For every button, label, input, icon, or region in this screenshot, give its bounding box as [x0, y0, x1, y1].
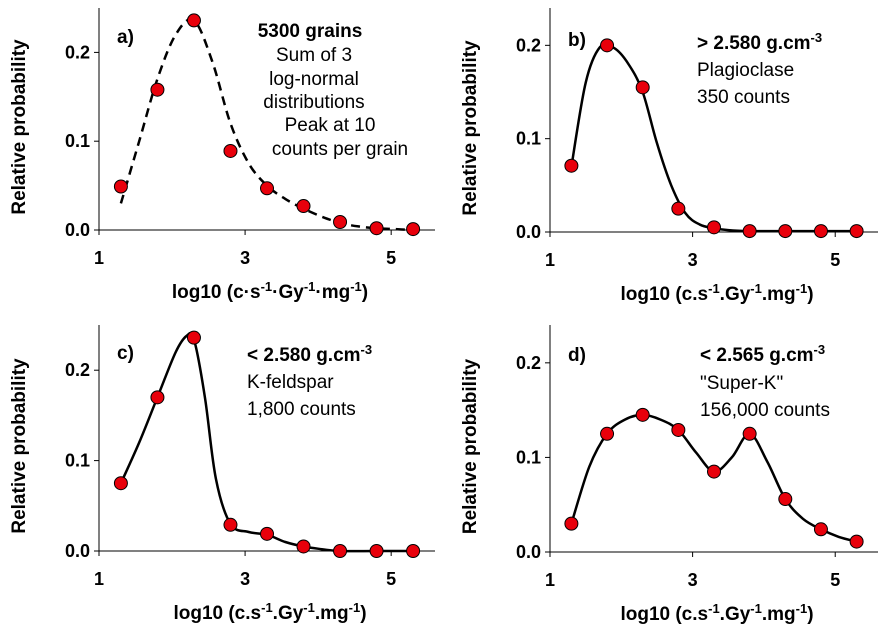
y-tick-label: 0.0	[65, 541, 90, 561]
annotation-line: distributions	[263, 92, 364, 113]
y-tick-label: 0.1	[65, 131, 90, 151]
chart-panel-d: 0.0 0.1 0.2 1 3 5 log10 (c.s-1.Gy-1.mg-1) Relat…	[460, 325, 878, 625]
data-point	[635, 407, 650, 422]
y-axis-label: Relative probability	[9, 39, 30, 215]
x-tick-label: 3	[240, 248, 250, 268]
x-tick-label: 3	[688, 570, 698, 590]
y-tick-label: 0.1	[516, 447, 541, 467]
data-point	[113, 179, 128, 194]
x-axis-label: log10 (c·s-1·Gy-1·mg-1)	[172, 279, 368, 304]
annotation-line: "Super-K"	[700, 373, 783, 394]
x-tick-label: 3	[240, 569, 250, 589]
data-point	[223, 143, 238, 158]
data-point	[369, 544, 384, 558]
data-point	[333, 215, 348, 230]
data-point	[600, 38, 615, 53]
data-point	[260, 526, 274, 541]
x-tick-label: 5	[386, 569, 396, 589]
x-tick-label: 1	[94, 569, 104, 589]
annotation-title: > 2.580 g.cm-3	[697, 30, 822, 55]
data-point	[849, 224, 864, 239]
annotation-line: K-feldspar	[247, 372, 334, 393]
y-tick-label: 0.2	[65, 360, 90, 380]
data-point	[707, 220, 721, 235]
data-point	[600, 426, 615, 441]
x-tick-label: 5	[830, 250, 840, 270]
y-axis-label: Relative probability	[9, 358, 30, 534]
data-point	[778, 224, 793, 239]
y-tick-label: 0.1	[516, 129, 541, 149]
data-point	[707, 464, 721, 479]
data-point	[186, 330, 201, 345]
annotation-line: Plagioclase	[697, 60, 794, 81]
annotation-line: log-normal	[269, 69, 359, 90]
data-point	[671, 201, 686, 216]
x-axis-label: log10 (c.s-1.Gy-1.mg-1)	[620, 281, 813, 306]
annotation-title: 5300 grains	[258, 21, 363, 42]
data-point	[635, 80, 650, 95]
y-axis-label: Relative probability	[460, 358, 481, 534]
data-point	[296, 539, 311, 554]
data-point	[778, 492, 793, 507]
data-point	[223, 517, 238, 532]
data-point	[813, 224, 828, 239]
y-tick-label: 0.0	[65, 220, 90, 240]
x-tick-label: 1	[545, 250, 555, 270]
y-tick-label: 0.2	[516, 35, 541, 55]
data-point	[113, 476, 128, 491]
data-point	[564, 516, 579, 531]
y-tick-label: 0.2	[516, 353, 541, 373]
x-tick-label: 3	[688, 250, 698, 270]
data-point	[296, 199, 311, 214]
data-point	[813, 522, 828, 537]
data-point	[260, 181, 274, 196]
panel-label: c)	[117, 343, 134, 364]
x-tick-label: 1	[94, 248, 104, 268]
data-point	[186, 13, 201, 28]
x-axis-label: log10 (c.s-1.Gy-1.mg-1)	[620, 601, 813, 626]
data-point	[406, 544, 421, 558]
annotation-title: < 2.580 g.cm-3	[247, 342, 372, 367]
x-tick-label: 5	[830, 570, 840, 590]
y-axis-label: Relative probability	[460, 40, 481, 216]
x-tick-label: 1	[545, 570, 555, 590]
panel-label: b)	[568, 30, 586, 51]
y-tick-label: 0.0	[516, 222, 541, 242]
data-point	[849, 534, 864, 549]
annotation-line: 1,800 counts	[247, 399, 356, 420]
data-point	[742, 224, 757, 239]
annotation-line: counts per grain	[272, 139, 408, 160]
y-tick-label: 0.0	[516, 542, 541, 562]
data-point	[564, 158, 579, 173]
panel-label: a)	[117, 27, 134, 48]
y-tick-label: 0.1	[65, 451, 90, 471]
data-point	[369, 221, 384, 236]
y-tick-label: 0.2	[65, 42, 90, 62]
data-point	[333, 544, 348, 558]
data-point	[742, 426, 757, 441]
chart-panel-b: 0.0 0.1 0.2 1 3 5 log10 (c.s-1.Gy-1.mg-1) Relat…	[460, 8, 878, 305]
annotation-line: Peak at 10	[285, 115, 376, 136]
data-point	[150, 82, 165, 97]
annotation-line: 350 counts	[697, 87, 790, 108]
x-axis-label: log10 (c.s-1.Gy-1.mg-1)	[173, 600, 366, 625]
chart-panel-c: 0.0 0.1 0.2 1 3 5 log10 (c.s-1.Gy-1.mg-1) Relat…	[9, 325, 435, 624]
annotation-title: < 2.565 g.cm-3	[700, 342, 825, 367]
data-point	[150, 390, 165, 405]
annotation-line: 156,000 counts	[700, 400, 830, 421]
data-point	[406, 222, 421, 237]
annotation-line: Sum of 3	[276, 45, 352, 66]
chart-panel-a: 0.0 0.1 0.2 1 3 5 log10 (c·s-1·Gy-1·mg-1) Relat…	[9, 8, 435, 303]
fit-curve	[119, 18, 414, 232]
panel-label: d)	[568, 345, 586, 366]
x-tick-label: 5	[386, 248, 396, 268]
data-point	[671, 422, 686, 437]
